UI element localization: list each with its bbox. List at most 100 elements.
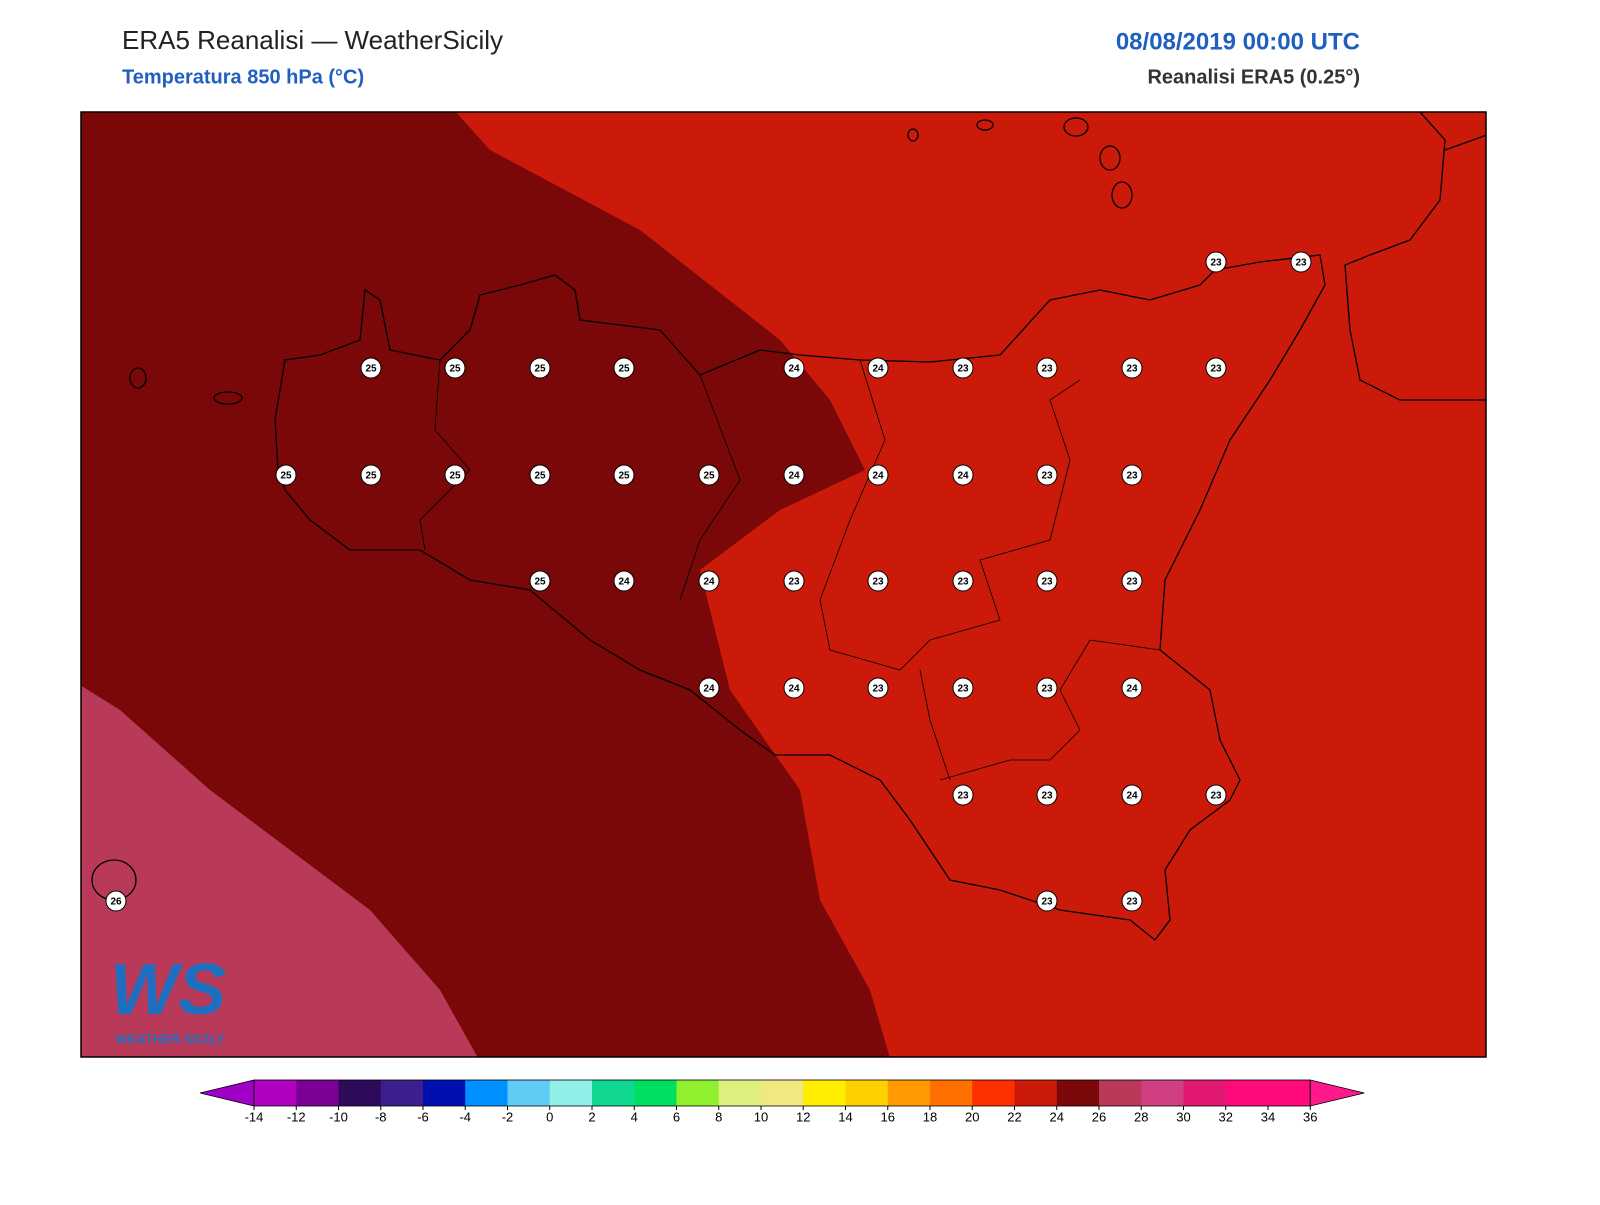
point-value: 25 [365, 364, 377, 375]
colorbar-tick-label: 32 [1219, 1109, 1233, 1124]
colorbar-tick-label: 26 [1092, 1109, 1106, 1124]
point-marker [952, 784, 974, 806]
point-marker [867, 357, 889, 379]
colorbar-bin [507, 1080, 551, 1106]
point-value: 23 [1041, 791, 1053, 802]
point-marker [1205, 251, 1227, 273]
point-marker [952, 464, 974, 486]
point-value: 23 [1041, 364, 1053, 375]
colorbar-tick-label: 0 [546, 1109, 553, 1124]
colorbar-bin [549, 1080, 593, 1106]
point-marker [529, 464, 551, 486]
colorbar-tick-label: 6 [673, 1109, 680, 1124]
colorbar-tick-label: 30 [1176, 1109, 1190, 1124]
point-marker [105, 890, 127, 912]
logo-text: WEATHER SICILY [115, 1031, 224, 1046]
colorbar-tick-label: 28 [1134, 1109, 1148, 1124]
colorbar-tick-label: 14 [838, 1109, 852, 1124]
point-value: 23 [957, 791, 969, 802]
colorbar-bin [296, 1080, 339, 1106]
point-marker [613, 464, 635, 486]
point-value: 23 [1126, 577, 1138, 588]
colorbar-tick-label: 8 [715, 1109, 722, 1124]
point-marker [613, 570, 635, 592]
point-marker [1121, 570, 1143, 592]
colorbar-bin [845, 1080, 889, 1106]
colorbar-bin [887, 1080, 931, 1106]
point-marker [1205, 357, 1227, 379]
point-marker [1036, 464, 1058, 486]
point-marker [1121, 357, 1143, 379]
colorbar-tick-label: 12 [796, 1109, 810, 1124]
point-marker [783, 570, 805, 592]
point-value: 25 [534, 471, 546, 482]
point-marker [1290, 251, 1312, 273]
point-value: 23 [872, 684, 884, 695]
point-marker [444, 357, 466, 379]
point-value: 25 [534, 577, 546, 588]
point-value: 23 [1041, 897, 1053, 908]
point-marker [613, 357, 635, 379]
colorbar-tick-label: 16 [881, 1109, 895, 1124]
point-value: 25 [618, 364, 630, 375]
colorbar-over [1309, 1079, 1365, 1107]
colorbar-bin [423, 1080, 466, 1106]
grid-values: 23 23 25 25 25 25 24 24 23 23 23 23 25 25 25 25 25 25 24 24… [105, 251, 1312, 912]
colorbar-bin [465, 1080, 508, 1106]
point-marker [275, 464, 297, 486]
point-marker [698, 677, 720, 699]
point-marker [867, 464, 889, 486]
point-value: 25 [449, 471, 461, 482]
colorbar-bin [761, 1080, 804, 1106]
point-value: 23 [1041, 684, 1053, 695]
point-marker [1121, 464, 1143, 486]
colorbar-tick-label: 20 [965, 1109, 979, 1124]
logo-mark: WS [110, 950, 226, 1030]
map-frame [80, 111, 1487, 1058]
title: ERA5 Reanalisi — WeatherSicily [122, 25, 503, 55]
point-marker [867, 570, 889, 592]
point-value: 25 [449, 364, 461, 375]
source: Reanalisi ERA5 (0.25°) [1147, 66, 1360, 88]
point-marker [952, 357, 974, 379]
colorbar-bin [380, 1080, 424, 1106]
colorbar-bin [592, 1080, 635, 1106]
colorbar-tick-label: 36 [1303, 1109, 1317, 1124]
point-value: 23 [1210, 258, 1222, 269]
point-value: 23 [1210, 791, 1222, 802]
point-value: 23 [957, 684, 969, 695]
colorbar-bin [338, 1080, 382, 1106]
colorbar-tick-label: 10 [754, 1109, 768, 1124]
point-value: 24 [872, 471, 884, 482]
point-marker [1036, 784, 1058, 806]
field-26-28 [81, 685, 478, 1057]
point-marker [1036, 357, 1058, 379]
point-marker [1036, 570, 1058, 592]
colorbar-tick-label: -14 [245, 1109, 264, 1124]
point-marker [444, 464, 466, 486]
field-24-26 [81, 112, 890, 1057]
colorbar-tick-label: 2 [588, 1109, 595, 1124]
colorbar-tick-label: -12 [287, 1109, 306, 1124]
point-marker [529, 357, 551, 379]
subtitle: Temperatura 850 hPa (°C) [122, 66, 364, 88]
point-marker [698, 570, 720, 592]
point-marker [1205, 784, 1227, 806]
point-marker [783, 357, 805, 379]
colorbar-tick-label: -2 [502, 1109, 514, 1124]
point-value: 25 [703, 471, 715, 482]
point-value: 23 [1210, 364, 1222, 375]
colorbar-bin [1183, 1080, 1227, 1106]
colorbar-bin [972, 1080, 1015, 1106]
point-marker [360, 357, 382, 379]
point-value: 23 [1041, 577, 1053, 588]
point-value: 24 [1126, 684, 1138, 695]
colorbar: -14 -12 -10 -8 -6 -4 -2 0 2 4 6 8 10 12 14 16 18 20 22 24 26… [199, 1079, 1365, 1124]
colorbar-bin [1141, 1080, 1184, 1106]
colorbar-tick-label: 22 [1007, 1109, 1021, 1124]
point-value: 23 [1041, 471, 1053, 482]
point-value: 24 [1126, 791, 1138, 802]
colorbar-bin [254, 1080, 297, 1106]
point-value: 25 [280, 471, 292, 482]
